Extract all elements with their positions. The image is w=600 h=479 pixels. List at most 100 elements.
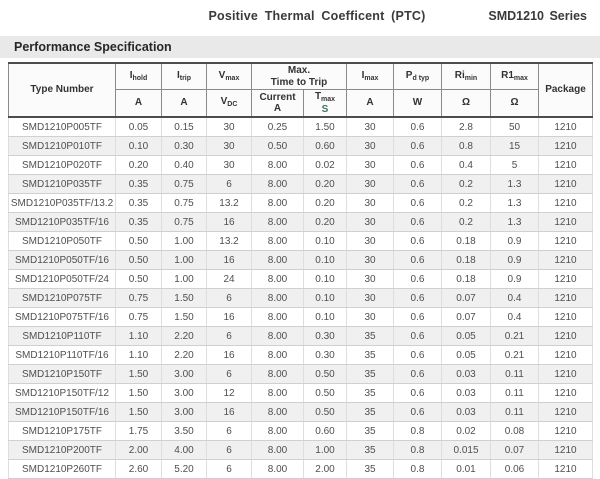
value-cell: 1.00 <box>161 250 207 270</box>
value-cell: 0.10 <box>115 136 162 156</box>
type-number-cell: SMD1210P050TF/16 <box>8 250 116 270</box>
value-cell: 3.50 <box>161 421 207 441</box>
table-row: SMD1210P035TF 0.35 0.75 6 8.00 0.20 30 0.6 0.2 1.… <box>8 174 593 194</box>
value-cell: 1210 <box>538 212 593 232</box>
value-cell: 1.00 <box>161 231 207 251</box>
value-cell: 0.03 <box>441 364 491 384</box>
value-cell: 0.015 <box>441 440 491 460</box>
col-header-itrip: Itrip <box>161 62 207 90</box>
table-row: SMD1210P075TF 0.75 1.50 6 8.00 0.10 30 0.6 0.07 0… <box>8 288 593 308</box>
value-cell: 0.6 <box>393 250 442 270</box>
value-cell: 8.00 <box>251 459 304 479</box>
unit-itrip: A <box>161 89 207 118</box>
value-cell: 0.21 <box>490 345 539 365</box>
table-row: SMD1210P150TF 1.50 3.00 6 8.00 0.50 35 0.6 0.03 0… <box>8 364 593 384</box>
value-cell: 6 <box>206 174 252 194</box>
type-number-cell: SMD1210P005TF <box>8 117 116 137</box>
col-header-rimin: Rimin <box>441 62 491 90</box>
value-cell: 13.2 <box>206 231 252 251</box>
col-header-type-number: Type Number <box>8 62 116 118</box>
type-number-cell: SMD1210P150TF/16 <box>8 402 116 422</box>
value-cell: 3.00 <box>161 383 207 403</box>
value-cell: 0.6 <box>393 193 442 213</box>
value-cell: 0.10 <box>303 269 347 289</box>
value-cell: 0.75 <box>115 307 162 327</box>
value-cell: 0.9 <box>490 269 539 289</box>
value-cell: 1.00 <box>161 269 207 289</box>
value-cell: 0.35 <box>115 174 162 194</box>
type-number-cell: SMD1210P110TF <box>8 326 116 346</box>
value-cell: 30 <box>346 155 394 175</box>
type-number-cell: SMD1210P050TF <box>8 231 116 251</box>
table-row: SMD1210P110TF/16 1.10 2.20 16 8.00 0.30 35 0.6 0… <box>8 345 593 365</box>
type-number-cell: SMD1210P150TF <box>8 364 116 384</box>
value-cell: 30 <box>346 193 394 213</box>
value-cell: 16 <box>206 345 252 365</box>
table-row: SMD1210P260TF 2.60 5.20 6 8.00 2.00 35 0.8 0.01 0… <box>8 459 593 479</box>
value-cell: 0.6 <box>393 212 442 232</box>
value-cell: 1.50 <box>161 307 207 327</box>
value-cell: 15 <box>490 136 539 156</box>
col-header-imax: Imax <box>346 62 394 90</box>
value-cell: 1210 <box>538 250 593 270</box>
value-cell: 30 <box>346 174 394 194</box>
value-cell: 0.07 <box>441 288 491 308</box>
value-cell: 0.6 <box>393 402 442 422</box>
value-cell: 1210 <box>538 155 593 175</box>
table-row: SMD1210P050TF/24 0.50 1.00 24 8.00 0.10 30 0.6 0… <box>8 269 593 289</box>
table-row: SMD1210P020TF 0.20 0.40 30 8.00 0.02 30 0.6 0.4 5… <box>8 155 593 175</box>
value-cell: 0.02 <box>303 155 347 175</box>
value-cell: 8.00 <box>251 364 304 384</box>
value-cell: 0.11 <box>490 383 539 403</box>
value-cell: 35 <box>346 459 394 479</box>
value-cell: 0.60 <box>303 421 347 441</box>
value-cell: 6 <box>206 440 252 460</box>
type-number-cell: SMD1210P050TF/24 <box>8 269 116 289</box>
value-cell: 1.50 <box>115 364 162 384</box>
value-cell: 0.9 <box>490 250 539 270</box>
value-cell: 35 <box>346 383 394 403</box>
value-cell: 2.00 <box>303 459 347 479</box>
value-cell: 0.2 <box>441 212 491 232</box>
value-cell: 0.18 <box>441 269 491 289</box>
value-cell: 1.10 <box>115 345 162 365</box>
table-row: SMD1210P200TF 2.00 4.00 6 8.00 1.00 35 0.8 0.015… <box>8 440 593 460</box>
value-cell: 0.6 <box>393 345 442 365</box>
value-cell: 1.50 <box>115 383 162 403</box>
value-cell: 0.2 <box>441 174 491 194</box>
value-cell: 16 <box>206 307 252 327</box>
unit-r1max: Ω <box>490 89 539 118</box>
value-cell: 0.05 <box>441 326 491 346</box>
value-cell: 0.50 <box>115 250 162 270</box>
value-cell: 0.8 <box>393 459 442 479</box>
col-header-package: Package <box>538 62 593 118</box>
value-cell: 2.20 <box>161 345 207 365</box>
value-cell: 2.8 <box>441 117 491 137</box>
value-cell: 30 <box>346 231 394 251</box>
col-header-r1max: R1max <box>490 62 539 90</box>
value-cell: 6 <box>206 326 252 346</box>
type-number-cell: SMD1210P035TF <box>8 174 116 194</box>
value-cell: 0.4 <box>490 307 539 327</box>
value-cell: 16 <box>206 212 252 232</box>
value-cell: 2.20 <box>161 326 207 346</box>
value-cell: 0.6 <box>393 174 442 194</box>
value-cell: 1210 <box>538 364 593 384</box>
type-number-cell: SMD1210P150TF/12 <box>8 383 116 403</box>
value-cell: 0.08 <box>490 421 539 441</box>
series-label: SMD1210 Series <box>488 9 587 23</box>
value-cell: 6 <box>206 459 252 479</box>
table-row: SMD1210P035TF/13.2 0.35 0.75 13.2 8.00 0.20 30… <box>8 193 593 213</box>
tmax-unit: S <box>321 103 329 115</box>
value-cell: 0.4 <box>490 288 539 308</box>
value-cell: 0.75 <box>161 174 207 194</box>
value-cell: 8.00 <box>251 231 304 251</box>
value-cell: 12 <box>206 383 252 403</box>
document-header: Positive Thermal Coefficent (PTC) SMD121… <box>0 0 600 36</box>
value-cell: 1210 <box>538 136 593 156</box>
value-cell: 0.10 <box>303 250 347 270</box>
value-cell: 0.2 <box>441 193 491 213</box>
value-cell: 30 <box>346 136 394 156</box>
value-cell: 0.6 <box>393 136 442 156</box>
section-title-band: Performance Specification <box>0 36 600 58</box>
